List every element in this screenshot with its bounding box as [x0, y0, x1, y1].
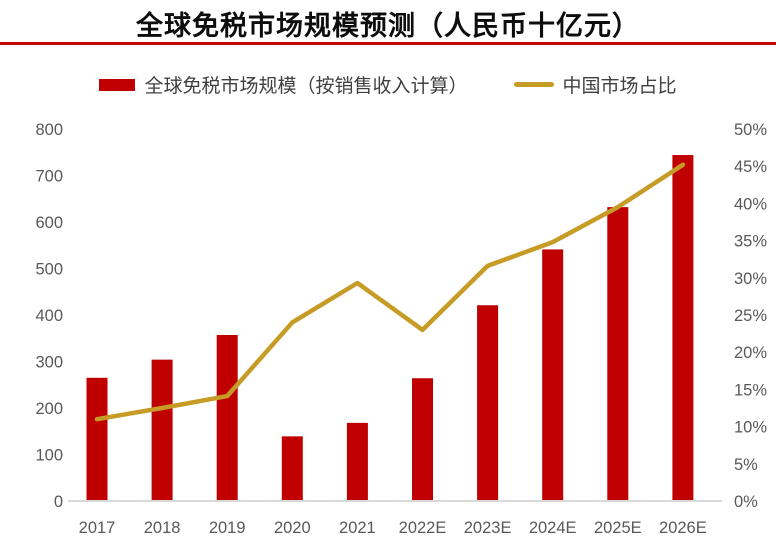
x-axis-category-label: 2025E — [594, 519, 642, 537]
x-axis-category-label: 2026E — [659, 519, 707, 537]
bar-2025E — [607, 207, 629, 501]
chart-title: 全球免税市场规模预测（人民币十亿元） — [136, 11, 640, 41]
legend-item-bar-series: 全球免税市场规模（按销售收入计算） — [99, 71, 468, 98]
bar-2023E — [477, 305, 499, 501]
bar-2019 — [216, 334, 238, 501]
title-divider — [0, 42, 776, 45]
left-axis-tick-label: 800 — [35, 121, 63, 139]
left-axis-tick-label: 300 — [35, 354, 63, 372]
x-axis-category-label: 2017 — [79, 519, 116, 537]
bar-2018 — [151, 359, 173, 501]
right-axis-tick-label: 45% — [734, 158, 767, 176]
left-axis-tick-label: 600 — [35, 214, 63, 232]
left-axis-tick-label: 0 — [54, 493, 63, 511]
x-axis-category-label: 2022E — [399, 519, 447, 537]
right-axis-tick-label: 0% — [734, 493, 758, 511]
x-axis-category-label: 2021 — [339, 519, 376, 537]
right-axis-tick-label: 5% — [734, 456, 758, 474]
x-axis-category-label: 2024E — [529, 519, 577, 537]
right-axis-tick-label: 50% — [734, 121, 767, 139]
left-axis-tick-label: 100 — [35, 447, 63, 465]
x-axis-category-label: 2018 — [144, 519, 181, 537]
right-axis-tick-label: 20% — [734, 344, 767, 362]
legend-item-line-series: 中国市场占比 — [513, 71, 677, 98]
left-axis-tick-label: 400 — [35, 307, 63, 325]
bar-2017 — [86, 377, 108, 501]
right-axis-tick-label: 10% — [734, 419, 767, 437]
x-axis-category-label: 2020 — [274, 519, 311, 537]
bar-2021 — [346, 422, 368, 501]
bar-series-label: 全球免税市场规模（按销售收入计算） — [144, 76, 468, 97]
right-axis-tick-label: 40% — [734, 195, 767, 213]
x-axis-category-label: 2019 — [209, 519, 246, 537]
china-share-line — [94, 162, 686, 422]
combo-chart-plot: 0 100 200 300 400 500 600 700 800 0% 5% 10% 15% 20% 25… — [35, 121, 767, 537]
right-axis-tick-label: 35% — [734, 233, 767, 251]
right-axis-tick-label: 30% — [734, 270, 767, 288]
bar-2024E — [542, 249, 564, 501]
x-axis-category-label: 2023E — [464, 519, 512, 537]
left-axis-tick-label: 200 — [35, 400, 63, 418]
chart-legend: 全球免税市场规模（按销售收入计算） 中国市场占比 — [0, 71, 776, 98]
left-axis-tick-label: 500 — [35, 261, 63, 279]
bar-2020 — [281, 436, 303, 501]
left-axis-tick-label: 700 — [35, 168, 63, 186]
right-axis-tick-label: 25% — [734, 307, 767, 325]
right-axis-tick-label: 15% — [734, 381, 767, 399]
line-series-swatch-icon — [513, 82, 554, 87]
bar-2022E — [412, 378, 433, 501]
bar-2026E — [672, 155, 694, 501]
line-series-label: 中国市场占比 — [562, 76, 677, 97]
bar-series-swatch-icon — [99, 78, 136, 91]
